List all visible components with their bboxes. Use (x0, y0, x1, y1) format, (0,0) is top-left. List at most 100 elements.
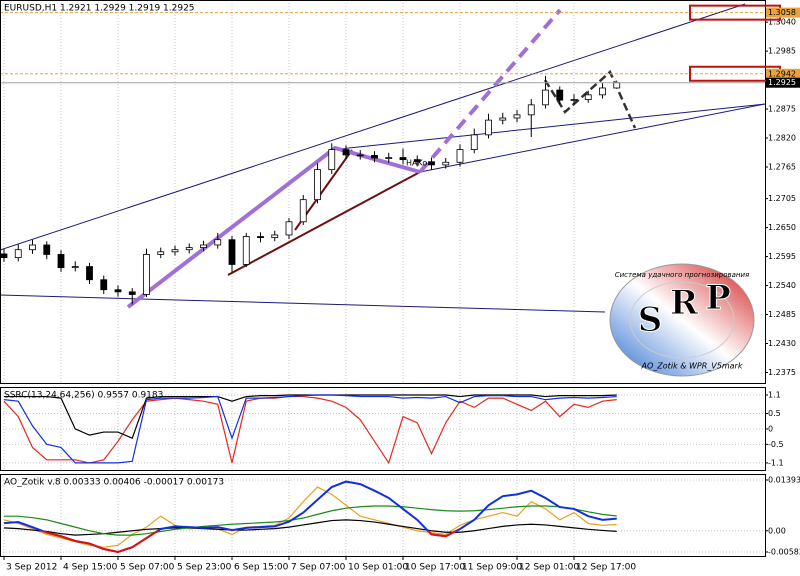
y-tick-label: 1.2485 (768, 310, 796, 319)
x-tick-label: 5 Sep 23:00 (177, 563, 232, 573)
x-tick-label: 4 Sep 15:00 (63, 563, 118, 573)
candle-body (114, 289, 122, 293)
series-line (3, 394, 617, 464)
x-tick-label: 7 Sep 07:00 (291, 563, 346, 573)
level-label: 1.3058 (768, 8, 796, 17)
candle-body (513, 114, 521, 119)
y-tick-label: 1.2875 (768, 105, 796, 114)
y-tick-label: -0.00582 (768, 547, 800, 556)
candle-body (200, 244, 207, 249)
panel-title: SSRC(13,24,64,256) 0.9557 0.9183 (4, 391, 163, 401)
x-tick-label: 5 Sep 07:00 (120, 563, 175, 573)
trend-line (126, 145, 421, 309)
y-tick-label: 0.01393 (768, 476, 800, 485)
series-line (3, 395, 617, 465)
y-tick-label: 1.3040 (768, 18, 796, 27)
x-tick-label: 3 Sep 2012 (6, 563, 57, 573)
candle-body (470, 134, 478, 151)
candle-body (485, 119, 492, 136)
y-tick-label: 1.2820 (768, 134, 796, 143)
candle-body (242, 236, 250, 265)
y-tick-label: 1.2705 (768, 194, 796, 203)
candle-body (128, 291, 136, 295)
candle-body (86, 266, 93, 281)
candle-body (556, 89, 564, 101)
candle-body (599, 87, 606, 96)
candle-body (285, 221, 293, 236)
candle-body (527, 104, 535, 116)
y-tick-label: 1.2985 (768, 47, 796, 56)
candle-body (428, 161, 435, 166)
candle-body (399, 157, 407, 161)
candle-body (171, 249, 179, 253)
candle-body (185, 247, 193, 251)
y-tick-label: 1.2765 (768, 163, 796, 172)
trend-line (418, 8, 562, 174)
y-tick-label: 0.5 (768, 409, 781, 418)
y-tick-label: 1.1 (768, 391, 781, 400)
candle-body (613, 82, 621, 89)
trend-line (0, 3, 746, 251)
x-tick-label: 10 Sep 17:00 (405, 563, 465, 573)
last-price-label: 1.2925 (768, 78, 796, 87)
candle-body (299, 199, 307, 223)
candle-body (143, 254, 150, 295)
candle-body (157, 251, 165, 255)
candle-body (442, 161, 450, 166)
logo-letter: P (705, 278, 731, 318)
logo: Система удачного прогнозирования S R P A… (609, 263, 755, 377)
panel-title: EURUSD,H1 1.2921 1.2929 1.2919 1.2925 (4, 4, 195, 14)
y-tick-label: 0.00 (768, 526, 786, 535)
x-tick-label: 6 Sep 15:00 (234, 563, 289, 573)
level-tag (766, 68, 800, 79)
last-price-tag (766, 77, 800, 88)
labels: 3 Sep 2012 4 Sep 15:00 5 Sep 07:00 5 Sep 23… (3, 4, 800, 573)
candle-body (584, 94, 592, 100)
candle-body (71, 266, 79, 269)
candle-body (371, 155, 378, 159)
candle-body (570, 99, 578, 101)
ao-panel (0, 474, 766, 557)
candle-body (385, 157, 393, 159)
x-tick-label: 12 Sep 17:00 (576, 563, 636, 573)
candle-body (0, 253, 8, 259)
logo-letter: S (638, 300, 663, 340)
trend-line (227, 171, 421, 276)
trend-lines (0, 3, 766, 313)
x-tick-label: 10 Sep 01:00 (348, 563, 408, 573)
candle-body (456, 149, 464, 163)
trend-line (419, 103, 766, 173)
level-tag (766, 7, 800, 18)
candle-body (57, 254, 65, 269)
series-line (4, 505, 617, 536)
panel-title: AO_Zotik v.8 0.00333 0.00406 -0.00017 0.… (4, 478, 224, 488)
candle-body (29, 244, 36, 251)
candle-body (100, 279, 108, 291)
candle-body (43, 244, 51, 255)
logo-ring-top: Система удачного прогнозирования (615, 271, 750, 279)
candle-body (328, 149, 336, 171)
candle-body (542, 89, 549, 106)
logo-inner (629, 281, 735, 359)
trend-line (0, 294, 606, 313)
y-tick-label: 1.2650 (768, 223, 796, 232)
main-panel (0, 0, 766, 384)
trend-line (329, 103, 766, 151)
x-tick-label: 12 Sep 01:00 (519, 563, 579, 573)
series-line-negative (39, 530, 459, 553)
candle-body (271, 234, 279, 238)
level-label: 1.2942 (768, 69, 796, 78)
y-tick-label: 1.2540 (768, 281, 796, 290)
logo-letter: R (670, 283, 699, 323)
y-tick-label: 1.2595 (768, 252, 796, 261)
y-tick-label: 0 (768, 424, 773, 433)
logo-ring-bottom: AO_Zotik & WPR_V5mark (641, 362, 743, 371)
candle-body (314, 169, 321, 201)
candle-body (499, 117, 507, 121)
candle-body (14, 249, 22, 259)
y-tick-label: -1.1 (768, 458, 784, 467)
candle-body (413, 159, 421, 163)
candle-body (214, 239, 222, 246)
marks (0, 12, 765, 553)
